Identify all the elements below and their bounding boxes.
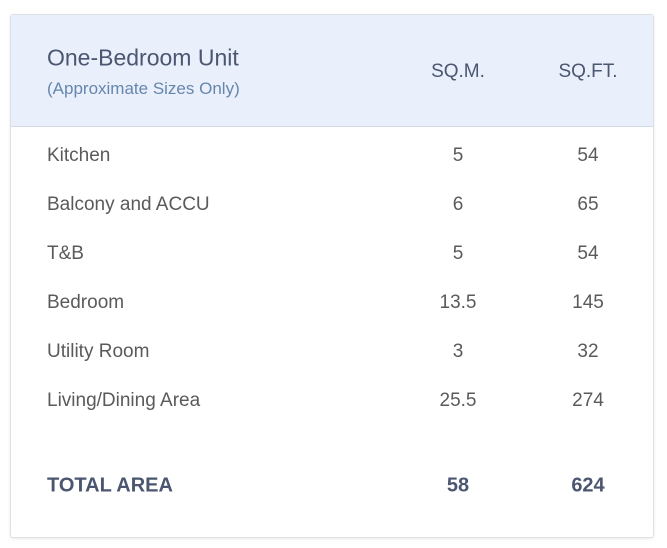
room-name: Living/Dining Area [47,390,201,411]
cell-value: 5 [452,145,464,166]
room-name: Balcony and ACCU [47,194,210,215]
total-value: 624 [571,474,605,497]
cell-value: 54 [577,243,599,264]
cell-value: 5 [452,243,464,264]
total-value: 58 [446,474,470,497]
room-name: T&B [47,243,84,264]
cell-value: 6 [452,194,464,215]
cell-value: 3 [452,341,464,362]
cell-value: 54 [577,145,599,166]
room-name: Kitchen [47,145,111,166]
total-label: TOTAL AREA [47,474,173,497]
subtitle: (Approximate Sizes Only) [47,79,240,98]
cell-value: 25.5 [439,390,477,411]
column-header: SQ.FT. [558,61,618,82]
cell-value: 13.5 [439,292,477,313]
cell-value: 65 [577,194,599,215]
size-card: One-Bedroom Unit (Approximate Sizes Only… [10,14,654,538]
room-name: Utility Room [47,341,150,362]
cell-value: 274 [572,390,604,411]
column-header: SQ.M. [431,61,485,82]
cell-value: 32 [577,341,599,362]
room-name: Bedroom [47,292,125,313]
cell-value: 145 [572,292,604,313]
card-header: One-Bedroom Unit (Approximate Sizes Only… [11,15,653,127]
title: One-Bedroom Unit [47,44,239,71]
